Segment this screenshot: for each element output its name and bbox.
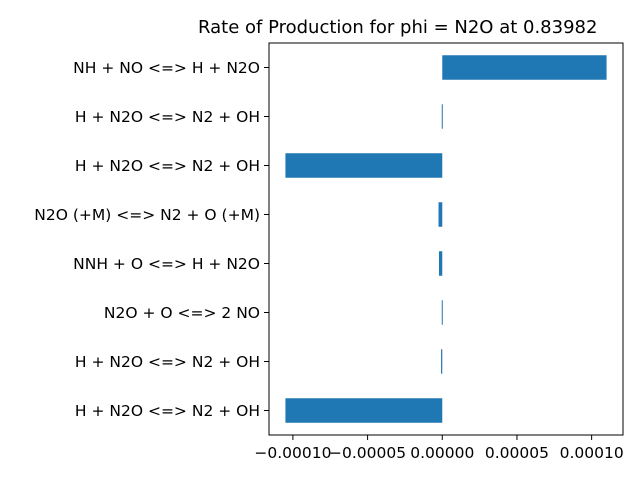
x-tick-label-0: −0.00010 bbox=[254, 444, 331, 462]
x-tick-label-3: 0.00005 bbox=[485, 444, 549, 462]
bar-4 bbox=[438, 202, 443, 227]
x-tick-label-1: −0.00005 bbox=[329, 444, 406, 462]
y-tick-label-0: H + N2O <=> N2 + OH bbox=[75, 402, 260, 420]
bar-3 bbox=[438, 251, 443, 276]
bar-0 bbox=[285, 398, 443, 423]
y-tick-label-7: NH + NO <=> H + N2O bbox=[73, 59, 260, 77]
y-tick-label-2: N2O + O <=> 2 NO bbox=[104, 304, 260, 322]
y-tick-label-5: H + N2O <=> N2 + OH bbox=[75, 157, 260, 175]
x-tick-label-4: 0.00010 bbox=[560, 444, 624, 462]
y-tick-label-1: H + N2O <=> N2 + OH bbox=[75, 353, 260, 371]
x-axis-ticks: −0.00010−0.00005 0.00000 0.00005 0.00010 bbox=[254, 435, 624, 462]
bar-1 bbox=[441, 349, 443, 374]
bar-6 bbox=[441, 104, 443, 129]
bar-5 bbox=[285, 153, 443, 178]
y-tick-label-3: NNH + O <=> H + N2O bbox=[73, 255, 260, 273]
bar-2 bbox=[441, 300, 443, 325]
x-tick-label-2: 0.00000 bbox=[410, 444, 474, 462]
y-axis-ticks: H + N2O <=> N2 + OH H + N2O <=> N2 + OH N2… bbox=[34, 59, 269, 420]
bars-group bbox=[285, 55, 607, 423]
y-tick-label-4: N2O (+M) <=> N2 + O (+M) bbox=[34, 206, 260, 224]
bar-7 bbox=[442, 55, 607, 80]
plot-frame bbox=[268, 42, 624, 436]
y-tick-label-6: H + N2O <=> N2 + OH bbox=[75, 108, 260, 126]
chart-title: Rate of Production for phi = N2O at 0.83… bbox=[198, 17, 597, 38]
